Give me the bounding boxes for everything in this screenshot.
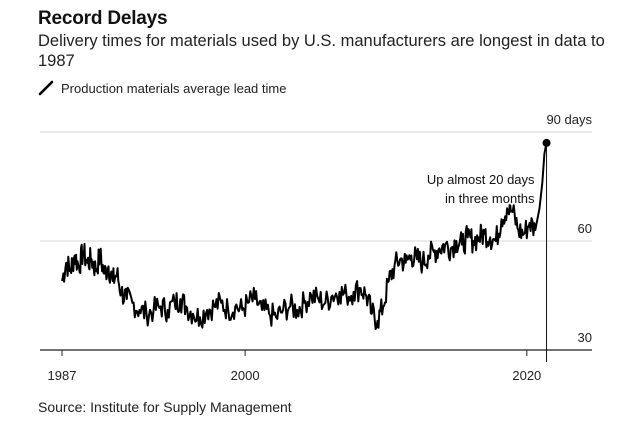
series-line-lead-time [61,142,548,330]
x-axis: 1987 2000 2020 [48,350,541,383]
legend: Production materials average lead time [38,80,286,96]
source-note: Source: Institute for Supply Management [38,399,292,415]
y-tick-label-90: 90 days [546,112,592,127]
y-tick-label-30: 30 [578,330,592,345]
chart-subtitle: Delivery times for materials used by U.S… [38,32,605,70]
legend-label: Production materials average lead time [61,80,287,96]
annotation-line-1: Up almost 20 days [427,172,535,187]
y-axis-labels: 90 days 60 30 [546,112,592,345]
chart-title: Record Delays [38,8,168,29]
gridlines [40,131,592,351]
x-tick-label-2020: 2020 [512,368,541,383]
diagonal-line-icon [38,80,54,96]
y-tick-label-60: 60 [578,221,592,236]
annotation-line-2: in three months [445,191,535,206]
annotation: Up almost 20 days in three months [425,138,551,362]
endpoint-dot [542,138,551,147]
x-tick-label-1987: 1987 [48,368,77,383]
x-tick-label-2000: 2000 [231,368,260,383]
